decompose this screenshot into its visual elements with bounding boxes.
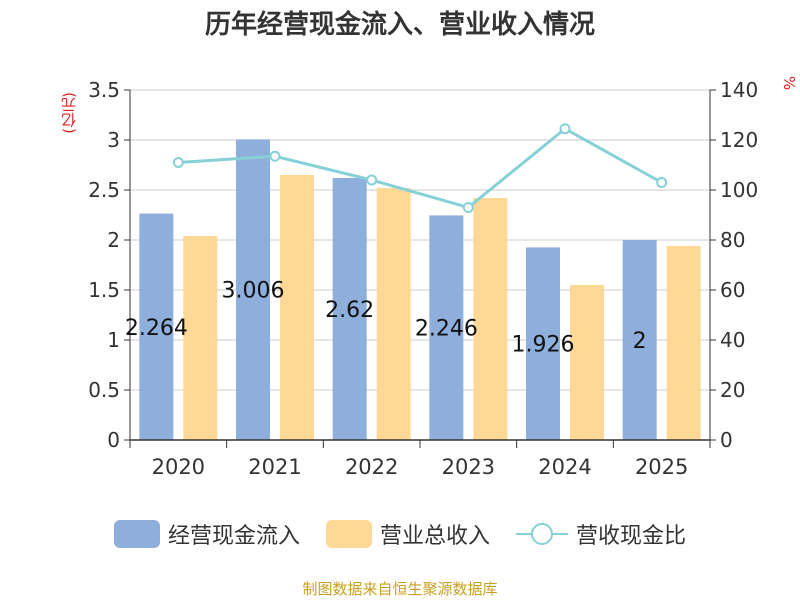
x-tick-label: 2021 [248, 455, 301, 479]
y-left-tick-label: 2.5 [88, 178, 120, 202]
bar-revenue [280, 175, 314, 440]
y-right-tick-label: 100 [720, 178, 758, 202]
bar-cash-inflow [622, 240, 657, 440]
legend: 经营现金流入 营业总收入 营收现金比 [0, 516, 800, 552]
legend-swatch-ratio [516, 523, 568, 545]
ratio-series-line [178, 126, 663, 210]
y-left-tick-label: 1 [107, 328, 120, 352]
y-right-tick-label: 40 [720, 328, 745, 352]
legend-item-revenue[interactable]: 营业总收入 [325, 518, 490, 550]
legend-item-cash-inflow[interactable]: 经营现金流入 [113, 518, 300, 550]
source-footer: 制图数据来自恒生聚源数据库 [302, 580, 498, 598]
y-right-tick-label: 140 [720, 78, 758, 102]
bar-revenue [666, 246, 701, 440]
ratio-point [462, 202, 474, 213]
data-label-cash-inflow: 2.62 [325, 298, 374, 323]
data-label-cash-inflow: 2 [633, 329, 647, 354]
bars [139, 139, 701, 440]
bar-revenue [376, 188, 411, 440]
x-tick-label: 2025 [635, 455, 688, 479]
y-left-tick-label: 0 [107, 428, 120, 452]
legend-swatch-cash-inflow [113, 520, 160, 548]
y-left-tick-label: 0.5 [88, 378, 120, 402]
legend-swatch-revenue [325, 520, 372, 548]
y-right-tick-label: 60 [720, 278, 745, 302]
bar-cash-inflow [236, 139, 270, 440]
data-label-cash-inflow: 2.246 [415, 317, 478, 342]
legend-item-ratio[interactable]: 营收现金比 [516, 518, 686, 550]
y-left-tick-label: 3.5 [88, 78, 120, 102]
x-tick-label: 2024 [538, 455, 591, 479]
grid-lines [130, 89, 710, 391]
legend-label-ratio: 营收现金比 [576, 524, 687, 549]
x-tick-label: 2023 [442, 455, 495, 479]
x-tick-label: 2020 [152, 455, 205, 479]
y-left-tick-label: 2 [107, 228, 120, 252]
y-right-tick-label: 80 [720, 228, 745, 252]
data-label-cash-inflow: 2.264 [125, 316, 188, 341]
bar-cash-inflow [429, 215, 464, 440]
y-right-unit-label: % [780, 76, 798, 91]
bar-cash-inflow [332, 178, 367, 440]
x-tick-label: 2022 [345, 455, 398, 479]
data-label-cash-inflow: 1.926 [512, 333, 575, 358]
ratio-point [656, 177, 668, 188]
ratio-point [366, 174, 378, 186]
ratio-point [269, 150, 281, 162]
axes: 0 0.5 1 1.5 2 2.5 3 3.5 0 20 40 60 80 100 120 140 2020 20… [88, 78, 758, 479]
ratio-point [172, 157, 184, 168]
bar-revenue [183, 236, 218, 440]
chart-title: 历年经营现金流入、营业收入情况 [204, 10, 595, 40]
y-right-tick-label: 0 [720, 428, 733, 452]
data-label-cash-inflow: 3.006 [222, 279, 285, 304]
bar-revenue [473, 198, 508, 440]
ratio-line [172, 123, 668, 213]
legend-label-cash-inflow: 经营现金流入 [167, 524, 300, 549]
y-right-tick-label: 20 [720, 378, 745, 402]
bar-cash-inflow [526, 247, 560, 440]
bar-revenue [570, 285, 604, 440]
data-labels: 2.264 3.006 2.62 2.246 1.926 2 [125, 279, 647, 358]
bar-cash-inflow [139, 213, 174, 440]
y-left-tick-label: 3 [107, 128, 120, 152]
ratio-point [559, 123, 571, 135]
chart-plot: 0 0.5 1 1.5 2 2.5 3 3.5 0 20 40 60 80 100 120 140 2020 20… [88, 78, 758, 479]
y-right-tick-label: 120 [720, 128, 758, 152]
legend-label-revenue: 营业总收入 [379, 524, 490, 549]
y-left-tick-label: 1.5 [88, 278, 120, 302]
